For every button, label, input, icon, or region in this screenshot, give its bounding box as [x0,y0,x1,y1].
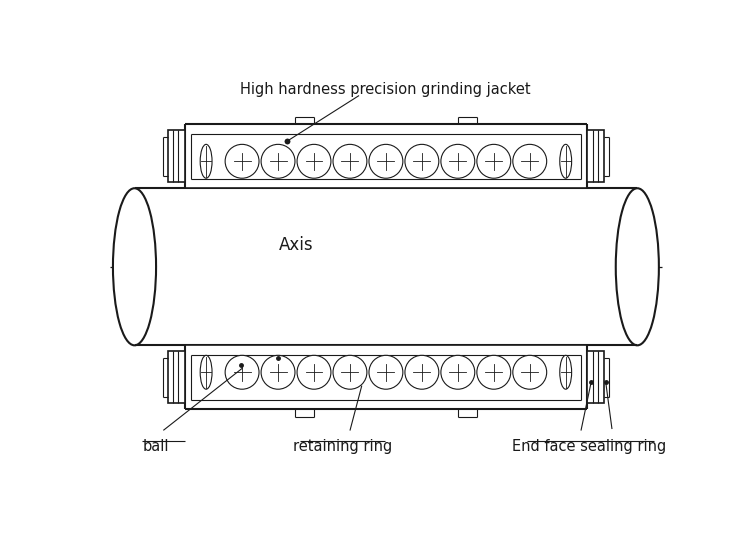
Circle shape [333,144,367,178]
Circle shape [369,356,403,389]
Circle shape [225,144,259,178]
Text: High hardness precision grinding jacket: High hardness precision grinding jacket [240,82,531,97]
Bar [191,133,581,179]
Bar [168,351,184,403]
Circle shape [513,144,547,178]
Bar [587,351,604,403]
Ellipse shape [616,188,659,345]
Bar [168,131,184,182]
Circle shape [477,356,511,389]
Circle shape [297,144,331,178]
Ellipse shape [559,356,572,389]
Circle shape [477,144,511,178]
Circle shape [405,144,439,178]
Ellipse shape [113,188,156,345]
Circle shape [513,356,547,389]
Bar [135,188,637,345]
Bar [184,124,587,188]
Circle shape [405,356,439,389]
Text: Axis: Axis [279,236,313,254]
Circle shape [261,144,295,178]
Text: End face sealing ring: End face sealing ring [512,439,666,454]
Text: retaining ring: retaining ring [293,439,392,454]
Circle shape [261,356,295,389]
Circle shape [297,356,331,389]
Text: ball: ball [142,439,169,454]
Circle shape [369,144,403,178]
Circle shape [333,356,367,389]
Circle shape [441,356,475,389]
Bar [587,131,604,182]
Circle shape [225,356,259,389]
Ellipse shape [200,144,212,178]
Bar [184,345,587,409]
Ellipse shape [559,144,572,178]
Ellipse shape [200,356,212,389]
Circle shape [441,144,475,178]
